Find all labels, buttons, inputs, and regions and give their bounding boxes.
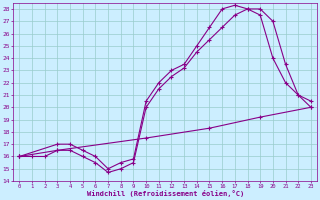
X-axis label: Windchill (Refroidissement éolien,°C): Windchill (Refroidissement éolien,°C) <box>86 190 244 197</box>
